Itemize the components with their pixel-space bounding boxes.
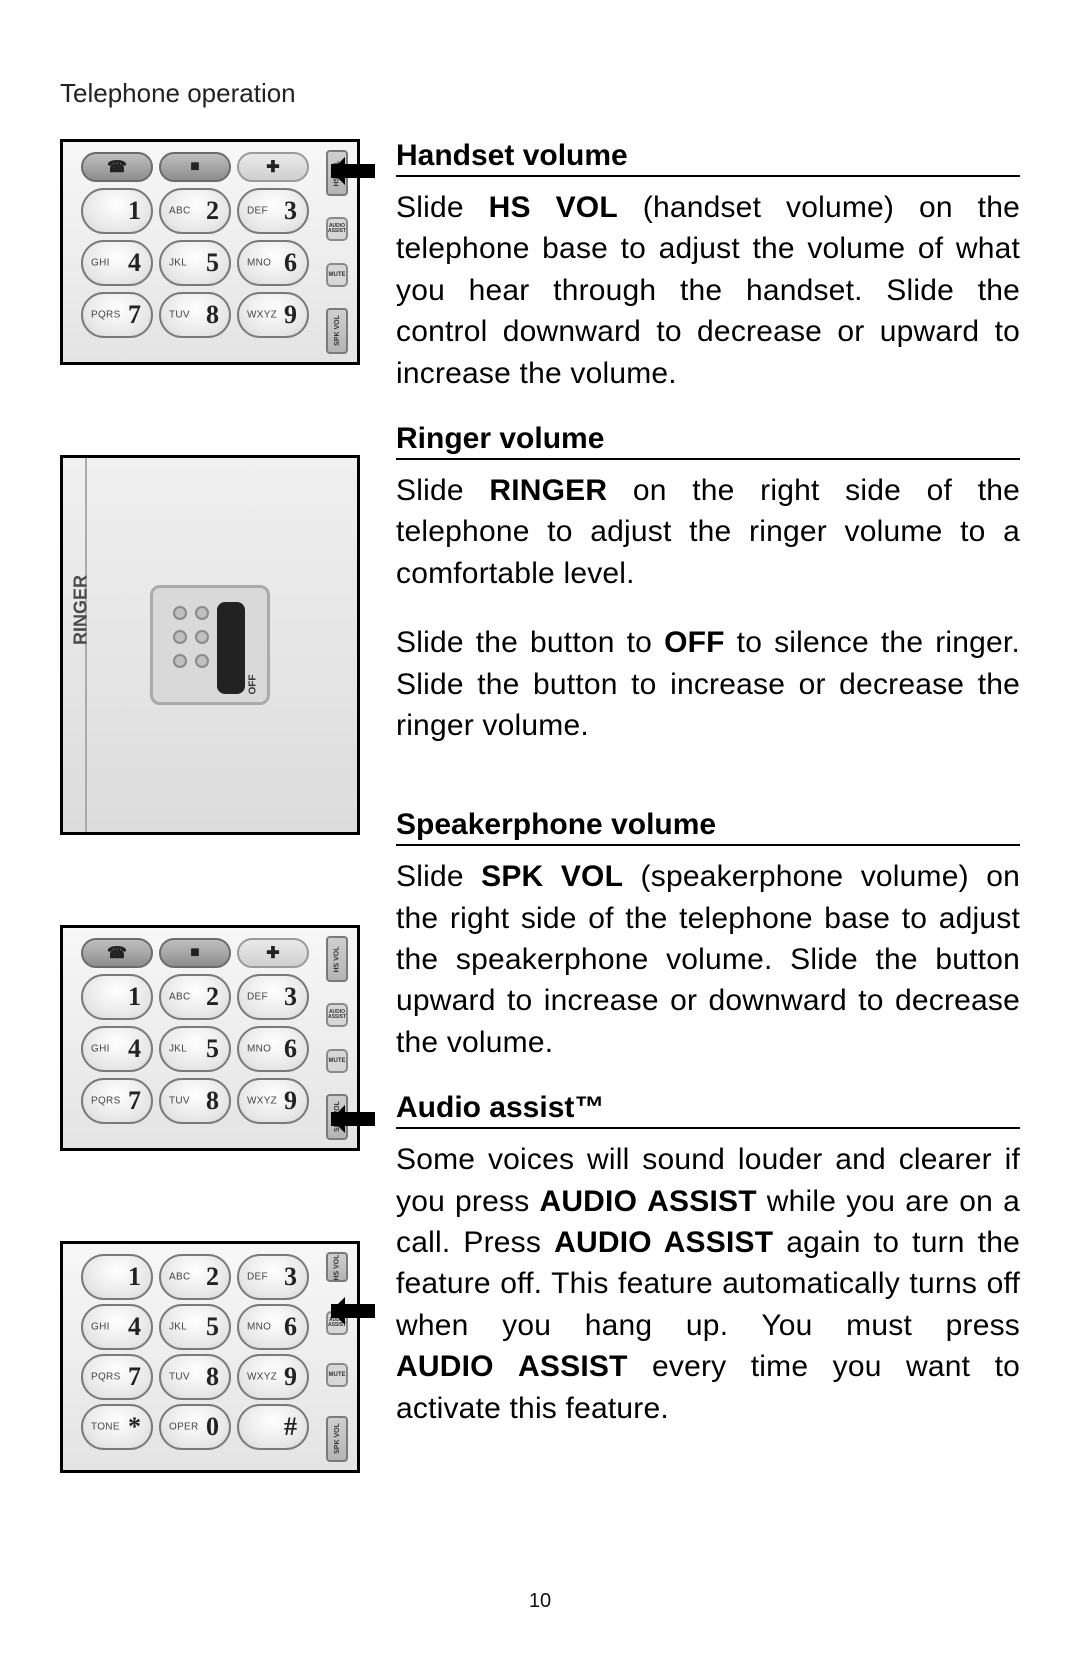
mute-btn3: MUTE: [326, 1363, 348, 1387]
keypad-key: JKL5: [159, 1304, 231, 1350]
audio-assist-btn: AUDIOASSIST: [326, 217, 348, 241]
illus-ringer: RINGER OFF: [60, 455, 360, 835]
keypad-1: 1ABC2DEF3 GHI4JKL5MNO6 PQRS7TUV8WXYZ9: [73, 188, 317, 338]
keypad-key: JKL5: [159, 1026, 231, 1072]
keypad-key: #: [237, 1404, 309, 1450]
keypad-key: MNO6: [237, 1304, 309, 1350]
hs-vol-slider2: HS VOL: [326, 936, 348, 982]
keypad-key: WXYZ9: [237, 1078, 309, 1124]
body-paragraph: Slide SPK VOL (speakerphone volume) on t…: [396, 856, 1020, 1063]
pointer-spkvol: [331, 1112, 375, 1126]
keypad-key: WXYZ9: [237, 292, 309, 338]
keypad-key: TONE*: [81, 1404, 153, 1450]
keypad-key: ABC2: [159, 188, 231, 234]
top-oval-2b: ■: [159, 938, 231, 968]
keypad-key: MNO6: [237, 240, 309, 286]
section-title: Handset volume: [396, 139, 1020, 177]
keypad-key: GHI4: [81, 1304, 153, 1350]
ringer-slider: [217, 602, 245, 694]
mute-btn: MUTE: [326, 263, 348, 287]
mute-btn2: MUTE: [326, 1049, 348, 1073]
ringer-off-label: OFF: [248, 675, 259, 695]
keypad-key: 1: [81, 1254, 153, 1300]
keypad-3: 1ABC2DEF3 GHI4JKL5MNO6 PQRS7TUV8WXYZ9 TONE*…: [73, 1254, 317, 1448]
keypad-key: ABC2: [159, 974, 231, 1020]
keypad-2: 1ABC2DEF3 GHI4JKL5MNO6 PQRS7TUV8WXYZ9: [73, 974, 317, 1124]
keypad-key: MNO6: [237, 1026, 309, 1072]
keypad-key: PQRS7: [81, 292, 153, 338]
text-column: Handset volume Slide HS VOL (handset volu…: [396, 139, 1020, 1457]
keypad-key: WXYZ9: [237, 1354, 309, 1400]
keypad-key: GHI4: [81, 1026, 153, 1072]
spk-vol-slider-1: SPK VOL: [326, 308, 348, 354]
section-title: Audio assist™: [396, 1091, 1020, 1129]
page-header: Telephone operation: [60, 78, 1020, 109]
illus-handset-vol: ☎ ■ ✚ 1ABC2DEF3 GHI4JKL5MNO6 PQRS7TUV8WXYZ…: [60, 139, 360, 365]
keypad-key: TUV8: [159, 292, 231, 338]
keypad-key: 1: [81, 974, 153, 1020]
keypad-key: OPER0: [159, 1404, 231, 1450]
top-oval-1b: ☎: [81, 938, 153, 968]
audio-assist-btn2: AUDIOASSIST: [326, 1003, 348, 1027]
illustration-column: ☎ ■ ✚ 1ABC2DEF3GHI4JKL5MNO6PQRS7TUV8WXYZ…: [60, 139, 360, 1473]
body-paragraph: Slide the button to OFF to silence the r…: [396, 622, 1020, 746]
keypad-key: DEF3: [237, 1254, 309, 1300]
keypad-key: TUV8: [159, 1078, 231, 1124]
body-paragraph: Slide RINGER on the right side of the te…: [396, 470, 1020, 594]
keypad-key: DEF3: [237, 188, 309, 234]
section-title: Speakerphone volume: [396, 808, 1020, 846]
spk-vol-slider-3: SPK VOL: [326, 1416, 348, 1462]
keypad-key: TUV8: [159, 1354, 231, 1400]
hs-vol-slider3: HS VOL: [326, 1252, 348, 1282]
keypad-key: DEF3: [237, 974, 309, 1020]
keypad-key: ABC2: [159, 1254, 231, 1300]
top-oval-3b: ✚: [237, 938, 309, 968]
body-paragraph: Slide HS VOL (handset volume) on the tel…: [396, 187, 1020, 394]
keypad-key: 1: [81, 188, 153, 234]
top-oval-1: ☎: [81, 152, 153, 182]
pointer-hsvol: [331, 164, 375, 178]
illus-spk-vol: ☎ ■ ✚ 1ABC2DEF3 GHI4JKL5MNO6 PQRS7TUV8WXYZ…: [60, 925, 360, 1151]
page-number: 10: [0, 1590, 1080, 1613]
keypad-key: PQRS7: [81, 1354, 153, 1400]
section-title: Ringer volume: [396, 422, 1020, 460]
ringer-label: RINGER: [71, 575, 92, 645]
illus-audio-assist: 1ABC2DEF3 GHI4JKL5MNO6 PQRS7TUV8WXYZ9 TONE*…: [60, 1241, 360, 1473]
pointer-audio: [331, 1304, 375, 1318]
keypad-key: PQRS7: [81, 1078, 153, 1124]
keypad-key: GHI4: [81, 240, 153, 286]
body-paragraph: Some voices will sound louder and cleare…: [396, 1139, 1020, 1429]
top-oval-3: ✚: [237, 152, 309, 182]
top-oval-2: ■: [159, 152, 231, 182]
keypad-key: JKL5: [159, 240, 231, 286]
